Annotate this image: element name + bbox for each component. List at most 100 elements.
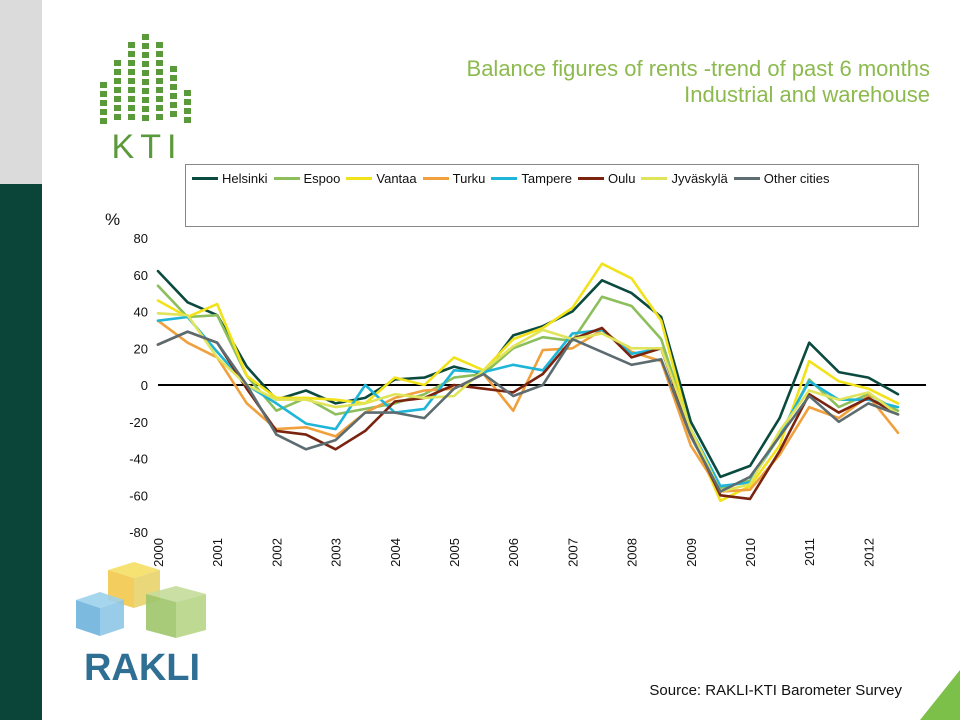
- legend-label: Jyväskylä: [671, 170, 728, 186]
- kti-logo-square: [114, 60, 121, 66]
- legend-swatch: [273, 176, 300, 180]
- kti-logo-square: [156, 42, 163, 48]
- x-tick-label: 2006: [506, 538, 521, 567]
- kti-logo-square: [156, 69, 163, 75]
- corner-triangle: [920, 670, 960, 720]
- kti-logo-square: [128, 114, 135, 120]
- legend-swatch: [346, 176, 373, 180]
- legend-entry: Tampere: [491, 171, 572, 186]
- kti-logo-square: [128, 60, 135, 66]
- kti-logo-square: [170, 84, 177, 90]
- kti-logo-square: [156, 51, 163, 57]
- x-tick-label: 2002: [269, 538, 284, 567]
- y-tick-label: 40: [134, 305, 148, 320]
- kti-logo-square: [142, 70, 149, 76]
- kti-logo-square: [142, 52, 149, 58]
- y-tick-label: 0: [141, 378, 148, 393]
- series-line-vantaa: [156, 262, 900, 503]
- left-bar-top: [0, 0, 42, 184]
- kti-logo-square: [170, 111, 177, 117]
- x-tick-label: 2011: [802, 538, 817, 566]
- series-line-jyv-skyl-: [156, 311, 900, 493]
- x-tick-label: 2004: [388, 538, 403, 567]
- legend-label: Turku: [452, 170, 486, 186]
- legend-label: Vantaa: [376, 170, 417, 186]
- rakli-logo: RAKLI: [76, 562, 206, 689]
- left-bar-bottom: [0, 184, 42, 720]
- y-axis-label: %: [105, 210, 121, 229]
- legend-swatch: [577, 176, 604, 180]
- kti-logo-square: [156, 78, 163, 84]
- x-tick-label: 2000: [151, 538, 166, 567]
- kti-logo-square: [184, 108, 191, 114]
- kti-logo-square: [184, 117, 191, 123]
- kti-logo-square: [156, 87, 163, 93]
- x-tick-labels: 2000 2001 2002 2003 2004 2005 2006 2007 2008 2009…: [151, 538, 876, 567]
- chart-legend: Helsinki Espoo Vantaa Turku Tampere Oulu Jyväs…: [185, 164, 919, 227]
- kti-logo-square: [128, 96, 135, 102]
- legend-entry: Oulu: [577, 170, 636, 186]
- x-tick-label: 2007: [565, 538, 580, 567]
- kti-logo-square: [170, 102, 177, 108]
- kti-logo-square: [142, 43, 149, 49]
- kti-logo-square: [114, 69, 121, 75]
- kti-logo-square: [128, 105, 135, 111]
- kti-logo-square: [114, 78, 121, 84]
- kti-logo-square: [156, 96, 163, 102]
- kti-logo-square: [170, 66, 177, 72]
- kti-logo-square: [142, 79, 149, 85]
- x-tick-label: 2008: [625, 538, 640, 567]
- legend-label: Helsinki: [222, 170, 268, 186]
- y-tick-label: 80: [134, 231, 148, 246]
- kti-logo-square: [128, 42, 135, 48]
- kti-logo-square: [100, 118, 107, 124]
- legend-entry: Jyväskylä: [641, 170, 728, 186]
- kti-logo-square: [142, 88, 149, 94]
- series-line-other-cities: [156, 330, 900, 493]
- legend-swatch: [733, 176, 760, 180]
- kti-logo-square: [142, 34, 149, 40]
- kti-logo-square: [128, 69, 135, 75]
- title-line-2: Industrial and warehouse: [684, 82, 930, 107]
- legend-label: Tampere: [521, 170, 572, 186]
- series-line-espoo: [156, 284, 900, 490]
- y-tick-label: -40: [129, 452, 148, 467]
- legend-swatch: [422, 176, 449, 180]
- legend-entry: Turku: [422, 170, 486, 186]
- legend-entry: Helsinki: [192, 171, 268, 186]
- legend-items: Helsinki Espoo Vantaa Turku Tampere Oulu Jyväs…: [186, 165, 918, 191]
- legend-swatch: [192, 176, 218, 180]
- chart-title: Balance figures of rents -trend of past …: [467, 56, 930, 108]
- kti-logo-text: KTI: [112, 128, 183, 162]
- kti-logo-square: [100, 109, 107, 115]
- x-tick-label: 2012: [861, 538, 876, 567]
- legend-entry: Other cities: [733, 170, 830, 186]
- x-tick-label: 2009: [684, 538, 699, 567]
- kti-logo: KTI: [100, 34, 191, 162]
- y-tick-label: -80: [129, 525, 148, 540]
- kti-logo-square: [170, 75, 177, 81]
- legend-label: Oulu: [607, 170, 636, 186]
- x-tick-label: 2003: [329, 538, 344, 567]
- kti-logo-square: [142, 115, 149, 121]
- kti-logo-square: [100, 91, 107, 97]
- y-tick-label: -20: [129, 415, 148, 430]
- series-line-helsinki: [156, 269, 900, 479]
- y-tick-labels: 80 60 40 20 0 -20 -40 -60 -80: [129, 231, 148, 540]
- legend-entry: Espoo: [273, 170, 341, 186]
- legend-label: Other cities: [763, 170, 830, 186]
- series-lines: [156, 262, 900, 503]
- kti-logo-square: [128, 87, 135, 93]
- legend-label: Espoo: [303, 170, 341, 186]
- kti-logo-square: [156, 114, 163, 120]
- kti-logo-square: [142, 61, 149, 67]
- legend-swatch: [491, 176, 518, 180]
- rakli-logo-text: RAKLI: [84, 647, 200, 689]
- kti-logo-square: [128, 78, 135, 84]
- kti-logo-square: [114, 87, 121, 93]
- x-tick-label: 2010: [743, 538, 758, 567]
- kti-logo-square: [114, 96, 121, 102]
- source-note: Source: RAKLI-KTI Barometer Survey: [649, 682, 902, 699]
- kti-logo-square: [142, 106, 149, 112]
